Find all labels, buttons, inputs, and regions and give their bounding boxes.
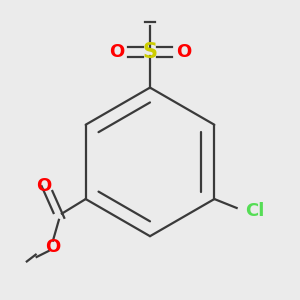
Text: O: O bbox=[45, 238, 61, 256]
Text: O: O bbox=[36, 177, 52, 195]
Text: O: O bbox=[176, 43, 191, 61]
Text: O: O bbox=[109, 43, 124, 61]
Text: S: S bbox=[142, 42, 158, 62]
Text: Cl: Cl bbox=[246, 202, 265, 220]
